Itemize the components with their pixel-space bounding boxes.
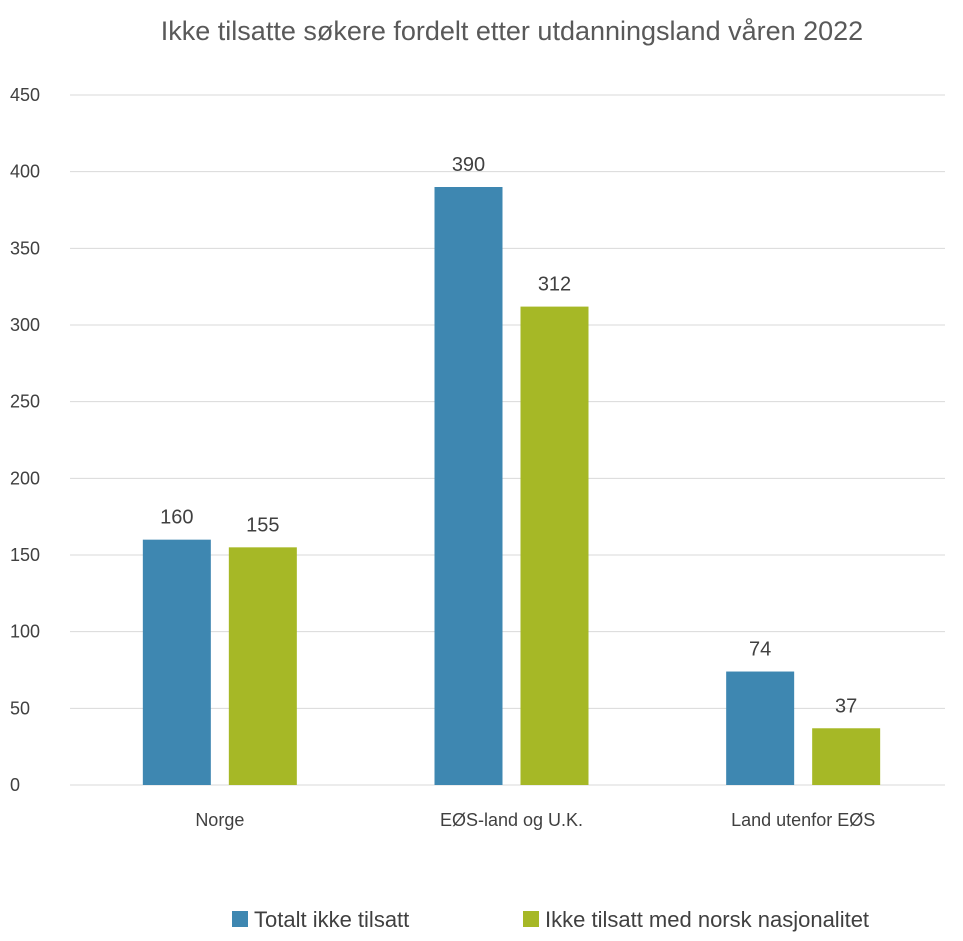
y-tick-label: 450 <box>10 85 40 105</box>
data-label: 155 <box>246 514 279 536</box>
y-tick-label: 250 <box>10 392 40 412</box>
y-tick-label: 400 <box>10 162 40 182</box>
y-tick-label: 200 <box>10 468 40 488</box>
x-axis-categories: Norge EØS-land og U.K. Land utenfor EØS <box>195 810 875 830</box>
bar-totalt-2 <box>726 671 795 785</box>
data-label: 37 <box>835 695 857 717</box>
legend-swatch <box>232 911 248 927</box>
data-label: 160 <box>160 507 193 529</box>
y-tick-label: 50 <box>10 698 30 718</box>
legend-swatch <box>523 911 539 927</box>
data-labels: 160 155 390 312 74 37 <box>160 154 857 717</box>
x-category-label: Norge <box>195 810 244 830</box>
y-tick-label: 300 <box>10 315 40 335</box>
x-category-label: Land utenfor EØS <box>731 810 875 830</box>
bar-norsk-1 <box>520 306 589 785</box>
data-label: 74 <box>749 639 771 661</box>
chart-title: Ikke tilsatte søkere fordelt etter utdan… <box>161 16 863 46</box>
bar-norsk-2 <box>812 728 881 785</box>
data-label: 312 <box>538 274 571 296</box>
y-axis-ticks: 0 50 100 150 200 250 300 350 400 450 <box>10 85 40 795</box>
y-tick-label: 100 <box>10 622 40 642</box>
bar-totalt-1 <box>434 187 503 785</box>
bars <box>142 187 881 785</box>
bar-norsk-0 <box>228 547 297 785</box>
legend: Totalt ikke tilsatt Ikke tilsatt med nors… <box>232 907 869 932</box>
y-tick-label: 0 <box>10 775 20 795</box>
legend-label: Totalt ikke tilsatt <box>254 907 409 932</box>
gridlines <box>70 94 945 786</box>
y-tick-label: 350 <box>10 238 40 258</box>
x-category-label: EØS-land og U.K. <box>440 810 583 830</box>
legend-label: Ikke tilsatt med norsk nasjonalitet <box>545 907 869 932</box>
bar-totalt-0 <box>142 539 211 785</box>
y-tick-label: 150 <box>10 545 40 565</box>
data-label: 390 <box>452 154 485 176</box>
